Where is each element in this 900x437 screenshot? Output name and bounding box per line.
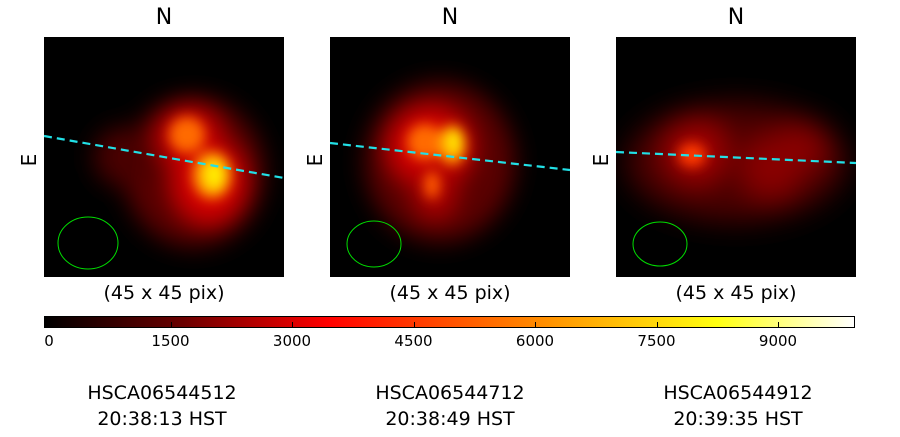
heatmap-image xyxy=(330,37,570,277)
colorbar-tick-label: 3000 xyxy=(272,332,312,350)
seeing-ellipse xyxy=(57,216,119,270)
frame-time: 20:39:35 HST xyxy=(673,408,803,430)
colorbar-tick-mark xyxy=(292,322,293,328)
frame-caption-3: HSCA06544912 20:39:35 HST xyxy=(608,380,868,432)
colorbar-tick-mark xyxy=(656,322,658,328)
pixel-size-label: (45 x 45 pix) xyxy=(389,282,511,304)
frame-id: HSCA06544512 xyxy=(87,382,237,404)
colorbar-tick-label: 0 xyxy=(44,332,54,350)
image-panel-1: N E (45 x 45 pix) xyxy=(17,0,294,310)
image-panel-2: N E (45 x 45 pix) xyxy=(303,0,580,310)
colorbar-tick-mark xyxy=(778,322,779,328)
frame-caption-2: HSCA06544712 20:38:49 HST xyxy=(320,380,580,432)
seeing-ellipse xyxy=(346,220,402,268)
slit-line xyxy=(330,141,570,172)
slit-line xyxy=(44,134,284,180)
heatmap-image xyxy=(616,37,856,277)
frame-caption-1: HSCA06544512 20:38:13 HST xyxy=(32,380,292,432)
seeing-ellipse xyxy=(632,221,688,267)
colorbar-tick-mark xyxy=(535,322,536,328)
frame-id: HSCA06544912 xyxy=(663,382,813,404)
colorbar-tick-mark xyxy=(170,322,172,328)
heatmap-image xyxy=(44,37,284,277)
colorbar-tick-mark xyxy=(413,322,415,328)
image-panel-3: N E (45 x 45 pix) xyxy=(589,0,866,310)
colorbar-tick-label: 6000 xyxy=(515,332,555,350)
north-label: N xyxy=(155,5,173,30)
colorbar-tick-label: 9000 xyxy=(758,332,798,350)
colorbar-tick-label: 4500 xyxy=(394,332,433,350)
colorbar-tick-label: 7500 xyxy=(637,332,676,350)
pixel-size-label: (45 x 45 pix) xyxy=(103,282,225,304)
pixel-size-label: (45 x 45 pix) xyxy=(675,282,797,304)
frame-id: HSCA06544712 xyxy=(375,382,525,404)
north-label: N xyxy=(441,5,459,30)
slit-line xyxy=(616,150,856,165)
east-label: E xyxy=(589,153,613,167)
east-label: E xyxy=(17,153,41,167)
frame-time: 20:38:49 HST xyxy=(385,408,515,430)
colorbar-tick-label: 1500 xyxy=(151,332,190,350)
frame-time: 20:38:13 HST xyxy=(97,408,227,430)
north-label: N xyxy=(727,5,745,30)
east-label: E xyxy=(303,153,327,167)
colorbar xyxy=(44,316,855,328)
